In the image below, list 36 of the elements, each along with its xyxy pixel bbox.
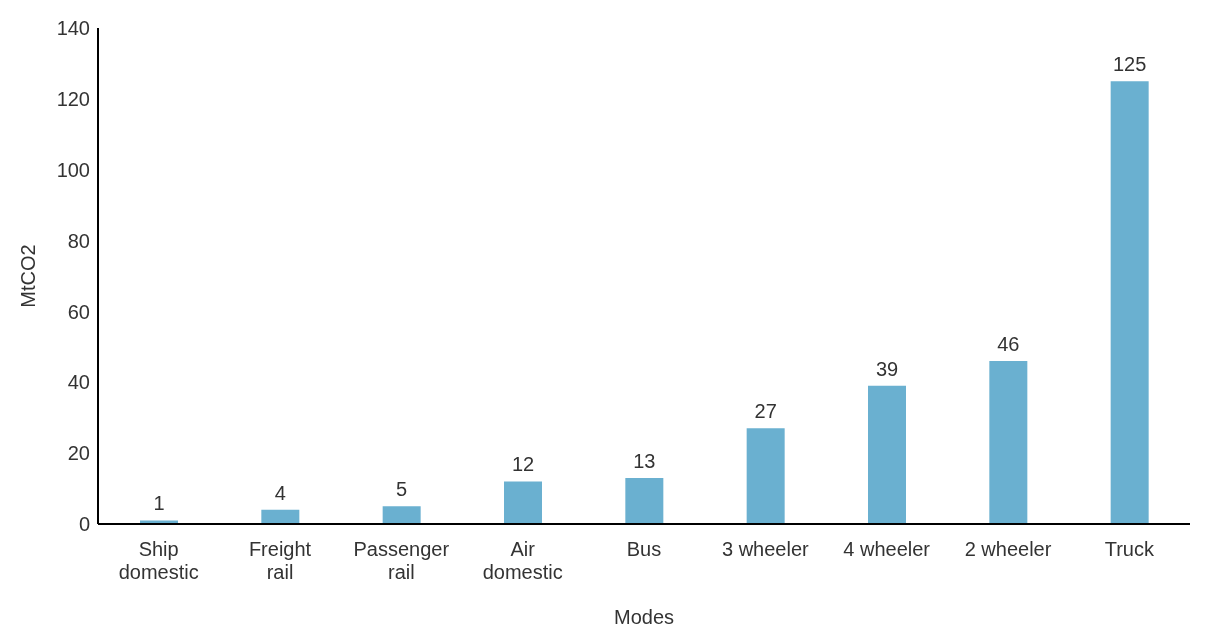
x-tick-label: 2 wheeler xyxy=(964,538,1052,560)
bar xyxy=(504,481,542,524)
data-label: 27 xyxy=(754,400,777,423)
bar xyxy=(261,509,300,524)
y-tick-label: 20 xyxy=(67,442,90,465)
bar xyxy=(625,477,664,524)
y-tick-label: 60 xyxy=(67,300,90,323)
y-tick-label: 80 xyxy=(67,229,90,252)
x-tick-label: 4 wheeler xyxy=(843,538,931,560)
y-tick-label: 100 xyxy=(56,158,90,181)
data-label: 1 xyxy=(153,492,165,515)
x-tick-label: Ship domestic xyxy=(118,538,199,583)
data-label: 13 xyxy=(633,449,656,472)
data-label: 125 xyxy=(1112,53,1147,76)
data-label: 5 xyxy=(396,478,408,501)
y-tick-label: 40 xyxy=(67,371,90,394)
x-tick-label: Passenger rail xyxy=(353,538,450,583)
bar xyxy=(382,506,421,524)
bar xyxy=(1110,81,1149,524)
x-tick-label: Freight rail xyxy=(248,538,312,583)
y-tick-label: 0 xyxy=(78,513,90,536)
y-tick-label: 120 xyxy=(56,87,90,110)
y-axis-title: MtCO2 xyxy=(17,244,40,308)
data-label: 39 xyxy=(875,357,899,380)
y-tick-label: 140 xyxy=(56,17,90,40)
bar xyxy=(989,361,1028,524)
data-label: 46 xyxy=(997,333,1020,356)
x-axis-title: Modes xyxy=(613,606,675,628)
x-tick-label: Truck xyxy=(1104,538,1155,560)
bar xyxy=(868,385,906,524)
bar xyxy=(746,428,785,524)
x-tick-label: Air domestic xyxy=(482,538,563,583)
x-tick-label: 3 wheeler xyxy=(721,538,810,560)
x-tick-label: Bus xyxy=(626,538,662,560)
data-label: 4 xyxy=(274,481,286,504)
data-label: 12 xyxy=(511,453,535,476)
